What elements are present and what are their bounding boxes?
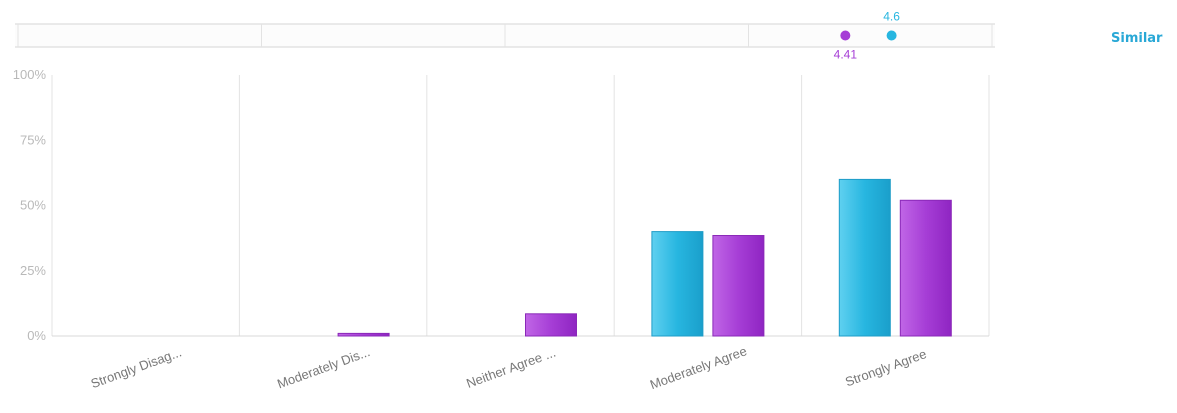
- distribution-bar-chart: 0% 25% 50% 75% 100% Strongly Disag... Moderate…: [13, 67, 990, 392]
- x-category-label: Moderately Dis...: [275, 344, 372, 391]
- bar-series_b-4: [899, 199, 952, 337]
- mean-dot-series_a: [886, 30, 897, 41]
- mean-dot-series_b: [840, 30, 851, 41]
- x-category-label: Strongly Disag...: [89, 344, 184, 391]
- bar-series_a-3: [651, 231, 704, 337]
- bar-series_b-3: [712, 235, 765, 337]
- x-category-label: Neither Agree ...: [464, 345, 557, 391]
- y-tick-label: 0%: [27, 328, 46, 343]
- bar-series_b-1: [337, 332, 390, 337]
- x-category-label: Strongly Agree: [843, 346, 928, 389]
- y-tick-label: 75%: [20, 132, 46, 147]
- mean-label-series_b: 4.41: [834, 48, 858, 62]
- mean-label-series_a: 4.6: [883, 10, 900, 24]
- y-tick-label: 50%: [20, 198, 46, 213]
- bar-series_b-2: [525, 313, 577, 337]
- mean-score-panel: 4.41 4.6: [15, 10, 995, 62]
- x-category-label: Moderately Agree: [648, 343, 749, 392]
- similar-link[interactable]: Similar: [1111, 31, 1163, 46]
- y-tick-label: 100%: [13, 67, 47, 82]
- bar-series_a-4: [838, 178, 891, 337]
- y-tick-label: 25%: [20, 263, 46, 278]
